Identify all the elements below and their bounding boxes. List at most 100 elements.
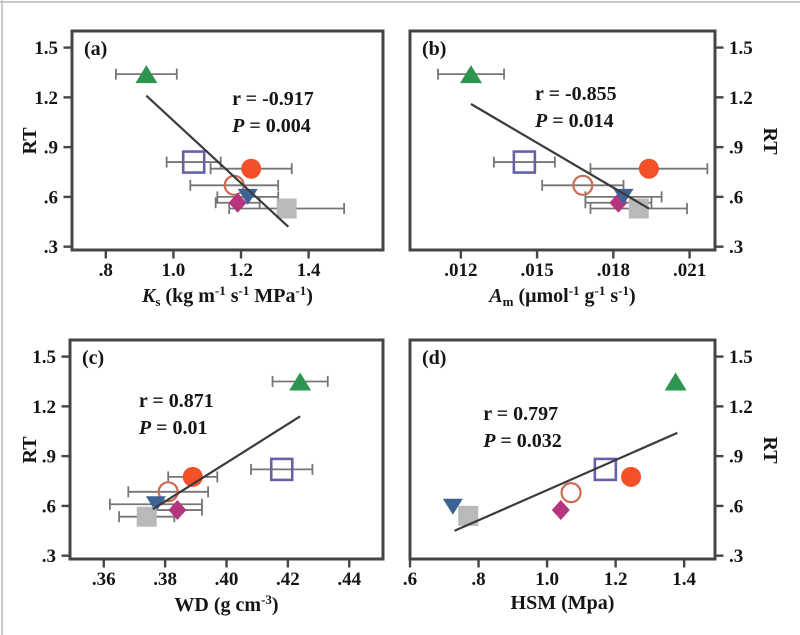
- marker-purple-open-square: [512, 150, 537, 174]
- x-tick-label: .44: [337, 569, 361, 590]
- marker-red-open-circle: [560, 482, 582, 504]
- marker-purple-open-square: [269, 457, 294, 482]
- panel-a: .8 1.0 1.2 1.4 .3 .6 .9 1.2 1.5: [34, 29, 385, 281]
- fit-line: [152, 415, 301, 511]
- y-tick-label: .6: [42, 496, 56, 517]
- x-tick-label: 1.2: [229, 260, 253, 281]
- y-tick-label: 1.5: [729, 38, 753, 59]
- marker-green-triangle-up: [664, 372, 687, 391]
- x-tick-label: 1.4: [297, 260, 321, 281]
- stats-annotation-d: r = 0.797 P = 0.032: [483, 401, 562, 455]
- y-tick-label: .6: [729, 187, 743, 208]
- marker-magenta-diamond: [168, 500, 187, 521]
- marker-navy-triangle-down: [145, 496, 166, 513]
- y-axis-label-c: RT: [18, 435, 41, 464]
- panel-frame: [408, 29, 717, 252]
- stats-line: P = 0.032: [483, 430, 562, 453]
- y-tick-label: .3: [42, 546, 56, 567]
- panel-letter-b: (b): [422, 38, 447, 60]
- y-tick-label: .9: [729, 138, 743, 159]
- stats-line: P = 0.01: [138, 417, 208, 440]
- marker-orange-circle: [241, 158, 262, 179]
- y-tick-label: .3: [729, 546, 743, 567]
- scan-edge-top: [0, 1, 800, 3]
- x-tick-label: .40: [215, 569, 239, 590]
- panel-c: .36 .38 .40 .42 .44 .3 .6 .9 1.2 1.5: [32, 338, 385, 590]
- x-tick-label: 1.4: [672, 569, 696, 590]
- x-tick-label: 1.0: [535, 569, 559, 590]
- marker-navy-triangle-down: [442, 498, 463, 515]
- marker-green-triangle-up: [135, 65, 158, 84]
- y-axis-label-d: RT: [759, 435, 782, 464]
- marker-magenta-diamond: [551, 500, 570, 521]
- x-tick-label: .38: [153, 569, 177, 590]
- x-tick-label: 1.2: [604, 569, 628, 590]
- x-tick-label: .6: [403, 569, 417, 590]
- x-tick-label: .021: [673, 260, 706, 281]
- stats-line: P = 0.014: [535, 110, 614, 133]
- stats-line: r = 0.871: [138, 390, 214, 413]
- panel-d: .6 .8 1.0 1.2 1.4 .3 .6 .9 1.2 1.5: [403, 338, 753, 590]
- y-tick-label: 1.2: [729, 88, 753, 109]
- fit-line: [145, 94, 290, 228]
- stats-line: r = 0.797: [483, 403, 559, 426]
- x-tick-label: .012: [444, 260, 477, 281]
- panel-letter-a: (a): [84, 38, 108, 60]
- x-axis-label-c: WD (g cm-3): [174, 592, 279, 616]
- marker-gray-square: [136, 506, 157, 527]
- panel-letter-c: (c): [82, 347, 105, 369]
- panel-frame: [70, 29, 385, 252]
- y-tick-label: .9: [42, 447, 56, 468]
- x-tick-label: .42: [276, 569, 300, 590]
- marker-purple-open-square: [181, 150, 206, 174]
- marker-navy-triangle-down: [613, 188, 634, 205]
- marker-orange-circle: [621, 466, 642, 487]
- panel-letter-d: (d): [422, 347, 447, 369]
- y-tick-label: .6: [44, 187, 58, 208]
- panel-frame: [68, 338, 385, 561]
- marker-red-open-circle: [157, 481, 179, 503]
- stats-annotation-b: r = -0.855 P = 0.014: [535, 81, 617, 135]
- marker-red-open-circle: [572, 174, 594, 196]
- x-tick-label: .015: [520, 260, 553, 281]
- x-tick-label: .8: [471, 569, 485, 590]
- y-tick-label: .9: [44, 138, 58, 159]
- y-tick-label: .9: [729, 447, 743, 468]
- y-tick-label: .3: [44, 237, 58, 258]
- y-tick-label: 1.2: [34, 88, 58, 109]
- y-tick-label: 1.5: [34, 38, 58, 59]
- x-tick-label: .36: [92, 569, 116, 590]
- y-axis-label-b: RT: [759, 126, 782, 155]
- stats-line: r = -0.855: [535, 83, 617, 106]
- x-tick-label: 1.0: [162, 260, 186, 281]
- stats-line: P = 0.004: [232, 114, 311, 137]
- y-tick-label: 1.2: [729, 397, 753, 418]
- marker-gray-square: [628, 198, 649, 219]
- x-tick-label: .018: [597, 260, 630, 281]
- panel-frame: [408, 338, 717, 561]
- x-axis-label-d: HSM (Mpa): [510, 592, 615, 614]
- marker-orange-circle: [638, 158, 659, 179]
- scan-edge-left: [1, 0, 3, 635]
- y-tick-label: 1.5: [729, 347, 753, 368]
- stats-annotation-a: r = -0.917 P = 0.004: [232, 86, 314, 140]
- marker-green-triangle-up: [460, 65, 482, 84]
- y-tick-label: 1.2: [32, 397, 56, 418]
- stats-line: r = -0.917: [232, 87, 314, 110]
- fit-line: [454, 431, 678, 532]
- marker-green-triangle-up: [289, 372, 312, 391]
- x-axis-label-a: Ks (kg m-1 s-1 MPa-1): [142, 283, 313, 309]
- marker-magenta-diamond: [228, 192, 247, 213]
- y-axis-label-a: RT: [18, 126, 41, 155]
- x-axis-label-b: Am (μmol-1 g-1 s-1): [489, 283, 636, 309]
- x-tick-label: .8: [99, 260, 113, 281]
- marker-gray-square: [458, 505, 479, 526]
- fit-line: [470, 103, 650, 210]
- y-tick-label: 1.5: [32, 347, 56, 368]
- y-tick-label: .6: [729, 496, 743, 517]
- marker-gray-square: [276, 198, 297, 219]
- y-tick-label: .3: [729, 237, 743, 258]
- stats-annotation-c: r = 0.871 P = 0.01: [139, 388, 214, 442]
